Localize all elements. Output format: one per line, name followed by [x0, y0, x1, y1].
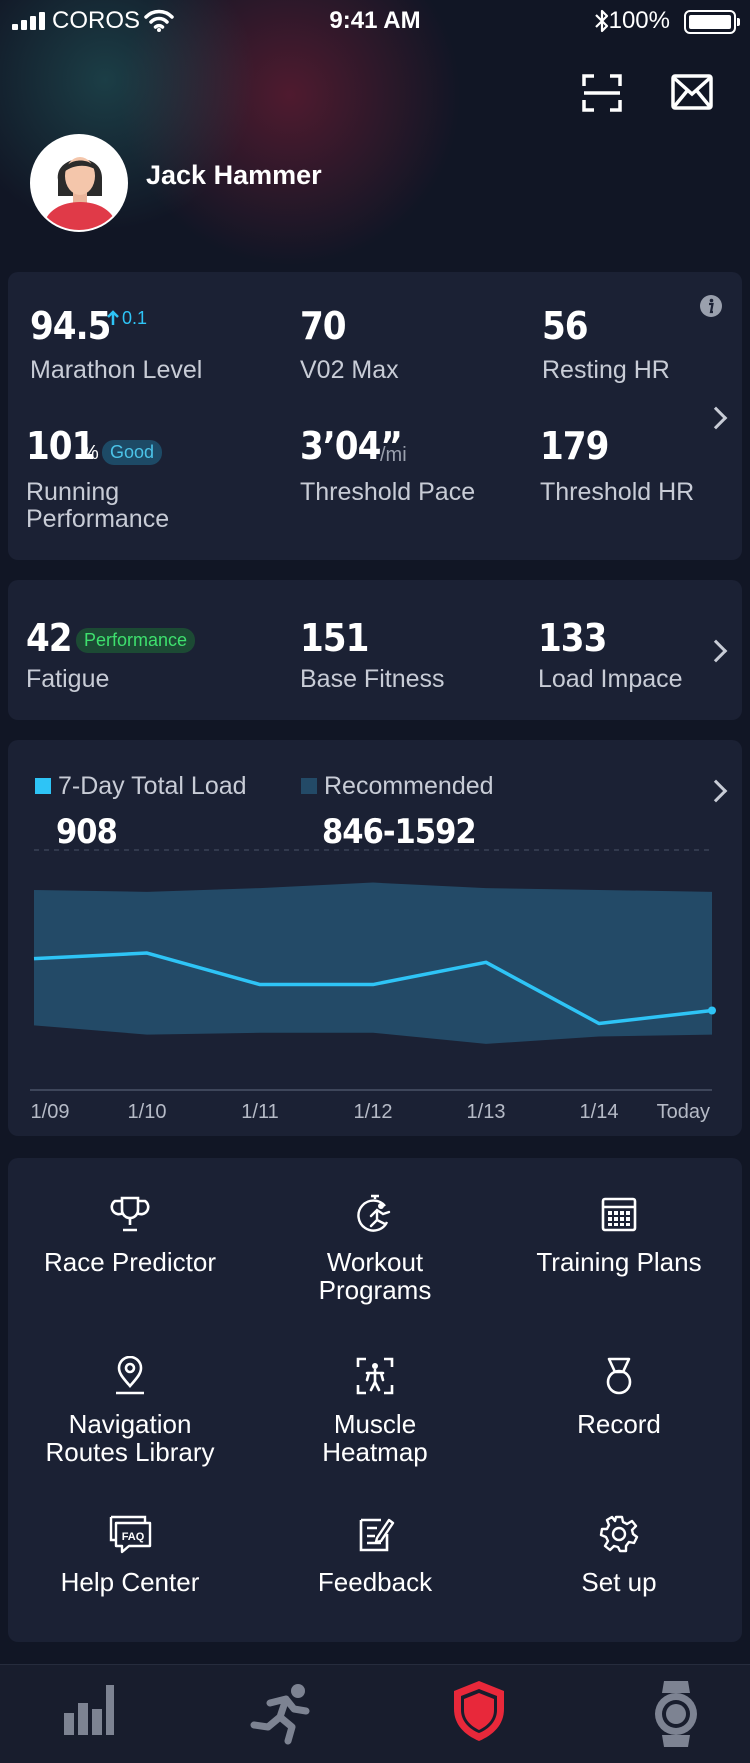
menu-item-race-predictor[interactable]: Race Predictor	[8, 1194, 252, 1276]
header-background	[0, 0, 750, 280]
menu-label: Help Center	[60, 1567, 200, 1597]
marathon-level-change: 0.1	[122, 308, 148, 328]
vo2max-value: 70	[300, 304, 347, 348]
total-load-point	[708, 1006, 716, 1015]
running-performance-label-1: Running	[26, 478, 120, 506]
resting-hr-value: 56	[542, 304, 589, 348]
menu-item-workout-programs[interactable]: Workout Programs	[253, 1194, 497, 1304]
menu-item-record[interactable]: Record	[497, 1356, 741, 1438]
threshold-pace-value: 3’04”	[300, 424, 403, 468]
menu-label-line1: Muscle	[333, 1409, 417, 1439]
svg-text:FAQ: FAQ	[122, 1531, 145, 1543]
fatigue-label: Fatigue	[26, 665, 110, 693]
bluetooth-icon	[595, 9, 609, 33]
info-icon[interactable]	[699, 294, 723, 318]
chart-x-tick-label: 1/12	[354, 1101, 393, 1123]
scan-icon[interactable]	[582, 74, 622, 112]
running-performance-badge: Good	[102, 440, 163, 465]
avatar[interactable]	[30, 134, 128, 232]
chart-x-tick-label: Today	[657, 1101, 710, 1123]
tab-stats-icon[interactable]	[62, 1683, 114, 1739]
arrow-up-icon	[107, 310, 119, 325]
menu-item-feedback[interactable]: Feedback	[253, 1514, 497, 1596]
trophy-icon	[110, 1196, 150, 1232]
menu-label-line1: Workout	[326, 1247, 424, 1277]
chart-x-tick-label: 1/11	[241, 1101, 278, 1123]
recommended-band	[34, 882, 712, 1044]
fatigue-value: 42	[26, 616, 73, 660]
chart-x-tick-label: 1/13	[467, 1101, 506, 1123]
total-load-legend-swatch	[35, 778, 51, 794]
menu-item-navigation-routes[interactable]: Navigation Routes Library	[8, 1356, 252, 1466]
marathon-level-value: 94.5	[30, 304, 111, 348]
menu-label-line1: Navigation	[68, 1409, 192, 1439]
status-bar: COROS 9:41 AM 100%	[0, 0, 750, 44]
total-load-line	[33, 951, 713, 1026]
load-chart-plot: 1/09 1/10 1/11 1/12 1/13 1/14 Today	[30, 849, 716, 1123]
wifi-icon	[144, 9, 174, 32]
tab-watch-icon[interactable]	[652, 1679, 700, 1749]
total-load-label: 7-Day Total Load	[58, 772, 247, 800]
running-performance-label-2: Performance	[26, 505, 170, 533]
recommended-legend-swatch	[301, 778, 317, 794]
features-menu-card: Race Predictor Workout Programs Training …	[8, 1158, 742, 1642]
signal-icon	[12, 12, 46, 30]
clock: 9:41 AM	[329, 7, 421, 34]
carrier-name: COROS	[52, 7, 141, 34]
base-fitness-value: 151	[300, 616, 369, 660]
menu-item-set-up[interactable]: Set up	[497, 1514, 741, 1596]
menu-item-muscle-heatmap[interactable]: Muscle Heatmap	[253, 1356, 497, 1466]
menu-label: Record	[577, 1409, 661, 1439]
fatigue-chevron-icon[interactable]	[704, 639, 728, 663]
profile-name[interactable]: Jack Hammer	[146, 160, 322, 190]
fatigue-card[interactable]: 42 Performance Fatigue 151 Base Fitness …	[8, 580, 742, 720]
menu-item-training-plans[interactable]: Training Plans	[497, 1194, 741, 1276]
recommended-label: Recommended	[324, 772, 494, 800]
total-load-value: 908	[56, 812, 118, 852]
body-scan-icon	[356, 1357, 394, 1395]
base-fitness-label: Base Fitness	[300, 665, 445, 693]
load-chart-card[interactable]: 7-Day Total Load 908 Recommended 846-159…	[8, 740, 742, 1136]
marathon-level-label: Marathon Level	[30, 356, 203, 384]
gear-icon	[599, 1515, 639, 1553]
menu-label-line2: Heatmap	[322, 1437, 428, 1467]
battery-percent: 100%	[608, 7, 670, 34]
running-performance-value: 101	[26, 424, 95, 468]
battery-icon	[684, 10, 740, 34]
menu-label: Training Plans	[536, 1247, 702, 1277]
menu-label: Race Predictor	[44, 1247, 216, 1277]
tab-shield-icon[interactable]	[452, 1679, 506, 1743]
map-pin-icon	[116, 1356, 144, 1395]
metrics-chevron-icon[interactable]	[704, 406, 728, 430]
medal-icon	[606, 1357, 632, 1395]
chart-x-tick-label: 1/09	[31, 1101, 70, 1123]
chart-x-tick-label: 1/14	[580, 1101, 619, 1123]
chart-x-tick-label: 1/10	[128, 1101, 167, 1123]
menu-label-line2: Programs	[318, 1275, 432, 1305]
mail-icon[interactable]	[671, 74, 713, 110]
fatigue-badge: Performance	[76, 628, 196, 653]
recommended-value: 846-1592	[322, 812, 477, 852]
load-impact-value: 133	[538, 616, 607, 660]
avatar-image	[32, 136, 126, 230]
menu-label-line2: Routes Library	[45, 1437, 215, 1467]
threshold-hr-value: 179	[540, 424, 609, 468]
bottom-tab-bar	[0, 1664, 750, 1763]
stopwatch-runner-icon	[357, 1194, 391, 1232]
menu-item-help-center[interactable]: FAQ Help Center	[8, 1514, 252, 1596]
resting-hr-label: Resting HR	[542, 356, 670, 384]
running-performance-unit: %	[81, 442, 99, 464]
menu-label: Feedback	[317, 1567, 433, 1597]
vo2max-label: V02 Max	[300, 356, 399, 384]
calendar-icon	[601, 1197, 637, 1232]
threshold-pace-label: Threshold Pace	[300, 478, 476, 506]
tab-activity-runner-icon[interactable]	[250, 1683, 316, 1745]
metrics-card[interactable]: 94.5 0.1 Marathon Level 70 V02 Max 56 Re…	[8, 272, 742, 560]
threshold-hr-label: Threshold HR	[540, 478, 695, 506]
feedback-icon	[359, 1518, 395, 1552]
faq-icon: FAQ	[109, 1515, 152, 1554]
load-impact-label: Load Impace	[538, 665, 683, 693]
menu-label: Set up	[581, 1567, 657, 1597]
threshold-pace-unit: /mi	[380, 444, 407, 466]
